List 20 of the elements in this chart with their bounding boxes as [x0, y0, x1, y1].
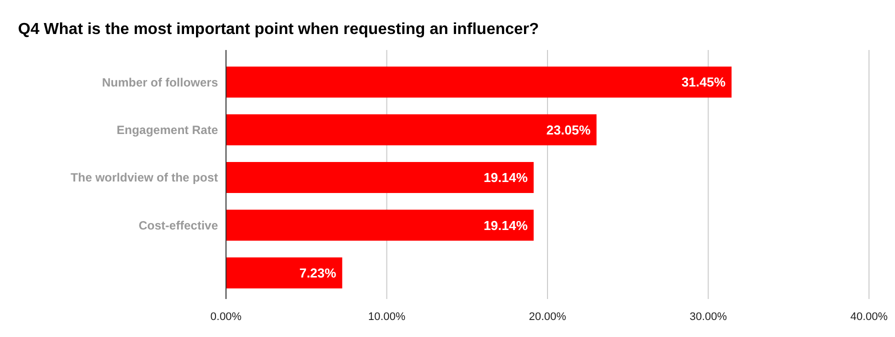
data-label: 23.05% — [546, 122, 591, 138]
x-tick-label: 20.00% — [528, 311, 566, 323]
bar — [226, 162, 534, 194]
bar — [226, 66, 732, 98]
y-tick-label: Cost-effective — [138, 218, 218, 232]
chart-title: Q4 What is the most important point when requesting an influencer? — [18, 21, 539, 38]
x-tick-label: 40.00% — [850, 311, 888, 323]
y-tick-label: The worldview of the post — [70, 170, 218, 185]
y-tick-label: Number of followers — [102, 75, 218, 90]
x-tick-label: 30.00% — [690, 311, 728, 323]
data-label: 19.14% — [484, 218, 528, 233]
bar — [226, 210, 534, 241]
bar — [226, 257, 342, 288]
data-label: 7.23% — [299, 265, 337, 280]
x-tick-label: 0.00% — [210, 311, 242, 323]
y-tick-label: Engagement Rate — [116, 122, 218, 137]
data-label: 19.14% — [484, 170, 528, 186]
data-label: 31.45% — [681, 74, 726, 90]
x-tick-label: 10.00% — [368, 311, 406, 323]
bar — [226, 114, 597, 146]
